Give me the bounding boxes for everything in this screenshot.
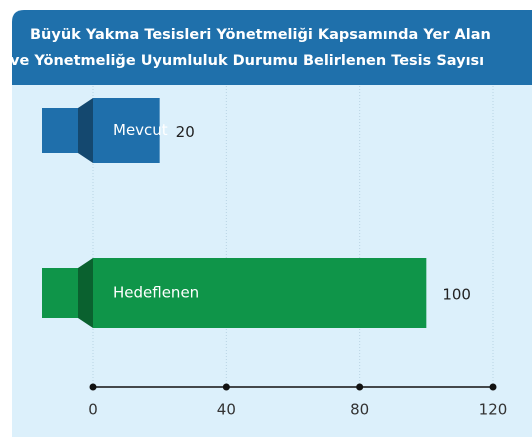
- tick-dot: [356, 383, 364, 391]
- tick-dot: [222, 383, 230, 391]
- x-tick-label: 0: [88, 401, 98, 419]
- bar: [93, 258, 427, 328]
- bar-label: Mevcut: [113, 121, 168, 139]
- tick-dot: [89, 383, 97, 391]
- value-label: 20: [176, 123, 195, 141]
- x-tick-label: 120: [479, 401, 508, 419]
- bar-fold: [78, 98, 93, 163]
- x-tick-label: 40: [217, 401, 236, 419]
- tick-dot: [489, 383, 497, 391]
- bar-label: Hedeflenen: [113, 284, 199, 302]
- bar-tab: [42, 268, 79, 318]
- title-banner: [12, 10, 532, 85]
- value-label: 100: [442, 286, 471, 304]
- chart-title: Büyük Yakma Tesisleri Yönetmeliği Kapsam…: [30, 27, 491, 43]
- x-tick-label: 80: [350, 401, 369, 419]
- bar-fold: [78, 258, 93, 328]
- chart-title: ve Yönetmeliğe Uyumluluk Durumu Belirlen…: [10, 53, 484, 69]
- bar-tab: [42, 108, 79, 153]
- bar: [93, 98, 160, 163]
